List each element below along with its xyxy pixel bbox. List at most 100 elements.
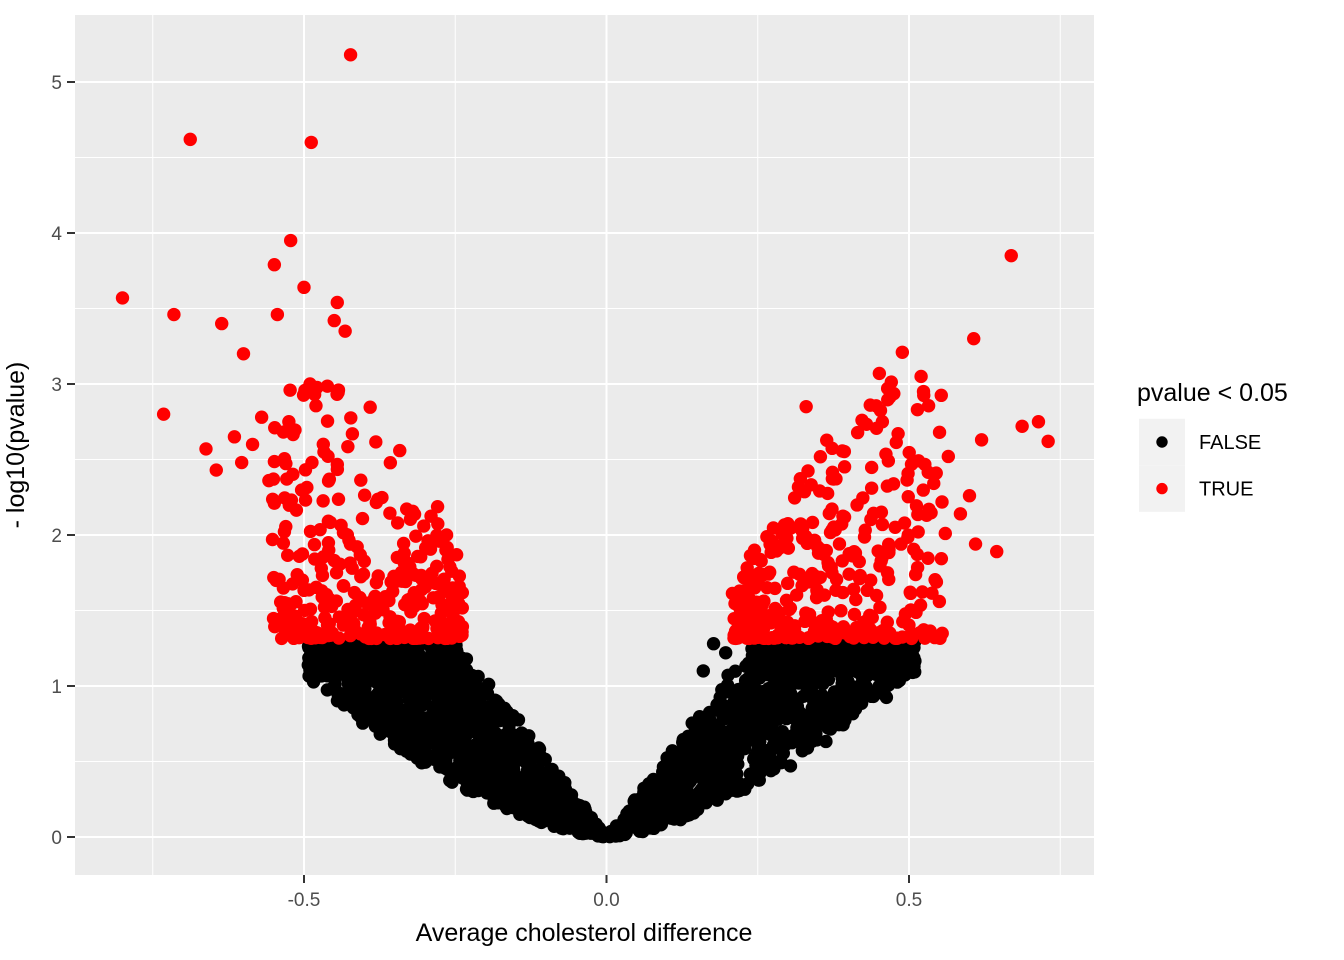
data-point-true: [369, 575, 384, 590]
data-point-true: [277, 452, 292, 466]
data-point-true: [897, 516, 912, 530]
data-point-true: [863, 573, 878, 587]
data-point-false: [440, 748, 454, 763]
data-point-true: [215, 316, 229, 331]
data-point-false: [792, 717, 806, 731]
x-tick-label: -0.5: [288, 890, 321, 911]
data-point-false: [462, 765, 476, 780]
data-point-true: [881, 454, 896, 468]
data-point-false: [499, 783, 514, 797]
data-point-true: [894, 537, 908, 551]
data-point-true: [390, 516, 405, 530]
data-point-true: [850, 498, 864, 512]
data-point-false: [639, 816, 653, 831]
data-point-false: [582, 817, 596, 831]
data-point-true: [826, 620, 840, 634]
data-point-true: [760, 580, 774, 595]
data-point-false: [351, 707, 365, 722]
data-point-true: [313, 522, 327, 537]
data-point-true: [355, 511, 370, 526]
data-point-true: [343, 48, 358, 62]
data-point-true: [768, 601, 782, 616]
data-point-true: [813, 570, 827, 585]
data-point-true: [1015, 419, 1029, 433]
points-layer-false: [301, 634, 922, 844]
data-point-true: [875, 517, 890, 532]
data-point-true: [927, 476, 941, 491]
data-point-true: [325, 626, 339, 641]
data-point-true: [281, 628, 295, 642]
data-point-true: [849, 620, 864, 635]
data-point-true: [938, 526, 952, 541]
data-point-false: [545, 762, 559, 777]
data-point-true: [743, 620, 758, 634]
data-point-false: [388, 674, 403, 688]
data-point-true: [267, 454, 282, 469]
data-point-false: [714, 781, 729, 795]
data-point-false: [753, 721, 767, 735]
data-point-false: [676, 732, 690, 747]
data-point-false: [665, 744, 680, 758]
data-point-true: [832, 537, 847, 551]
data-point-true: [901, 528, 915, 542]
data-point-true: [430, 499, 445, 514]
data-point-true: [304, 135, 318, 150]
data-point-true: [331, 492, 346, 506]
data-point-true: [864, 460, 879, 475]
data-point-false: [667, 755, 682, 769]
data-point-true: [882, 572, 896, 587]
data-point-true: [303, 602, 318, 616]
data-point-true: [398, 597, 412, 612]
data-point-true: [903, 585, 917, 599]
data-point-true: [345, 606, 359, 620]
data-point-false: [688, 743, 703, 758]
data-point-true: [967, 331, 981, 346]
data-point-true: [403, 512, 418, 526]
data-point-true: [290, 567, 304, 582]
data-point-true: [301, 630, 315, 645]
data-point-true: [183, 132, 197, 147]
data-point-true: [294, 483, 309, 497]
data-point-false: [695, 712, 710, 726]
data-point-true: [363, 617, 377, 631]
data-point-true: [881, 537, 896, 551]
data-point-true: [813, 450, 828, 464]
data-point-false: [440, 762, 455, 777]
data-point-true: [916, 384, 931, 399]
data-point-true: [873, 600, 887, 615]
data-point-true: [363, 400, 377, 414]
data-point-false: [786, 707, 800, 721]
data-point-false: [881, 664, 896, 678]
data-point-false: [822, 651, 836, 665]
data-point-false: [540, 786, 554, 801]
data-point-true: [857, 530, 872, 544]
data-point-true: [845, 549, 860, 563]
data-point-false: [418, 691, 432, 705]
data-point-true: [801, 631, 816, 646]
data-point-true: [276, 581, 291, 595]
axis-tick-labels: -0.5 0.0 0.5 0 1 2 3 4 5: [51, 73, 922, 911]
data-point-true: [896, 614, 910, 629]
data-point-false: [369, 658, 384, 672]
data-point-false: [383, 701, 397, 715]
data-point-false: [631, 800, 645, 814]
data-point-false: [387, 662, 402, 676]
data-point-true: [441, 552, 455, 567]
data-point-true: [934, 388, 948, 403]
data-point-true: [437, 600, 451, 614]
data-point-true: [1041, 434, 1055, 449]
data-point-false: [654, 798, 668, 812]
data-point-false: [315, 668, 329, 683]
data-point-false: [840, 703, 855, 718]
data-point-false: [840, 681, 854, 695]
data-point-false: [488, 781, 502, 795]
data-point-true: [814, 618, 829, 632]
data-point-true: [873, 559, 887, 573]
data-point-false: [445, 775, 459, 789]
data-point-false: [506, 762, 521, 777]
data-point-true: [397, 556, 412, 570]
data-point-false: [718, 725, 733, 740]
data-point-true: [857, 630, 871, 645]
data-point-false: [422, 652, 436, 667]
data-point-true: [115, 291, 130, 305]
